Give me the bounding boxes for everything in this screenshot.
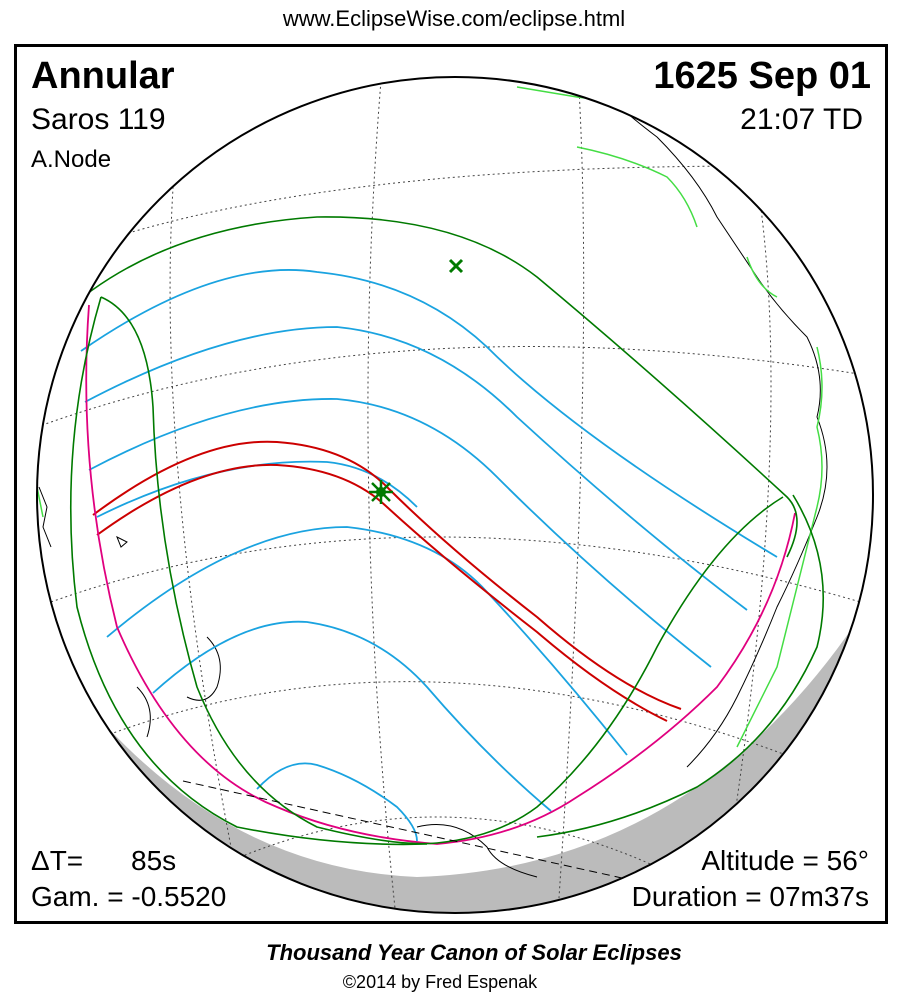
eclipse-type: Annular [31, 55, 175, 97]
duration-value: Duration = 07m37s [631, 881, 869, 912]
delta-t-value: 85s [131, 845, 177, 876]
globe-map [36, 76, 874, 914]
source-url[interactable]: www.EclipseWise.com/eclipse.html [282, 6, 626, 31]
globe-outline [36, 76, 874, 914]
eclipse-date: 1625 Sep 01 [653, 55, 871, 97]
copyright: ©2014 by Fred Espenak [342, 972, 538, 992]
globe-disc [37, 77, 873, 913]
penumbral-limits [58, 216, 825, 846]
eclipse-time: 21:07 TD [740, 103, 863, 136]
saros-number: Saros 119 [31, 103, 166, 136]
star-icon [369, 480, 393, 504]
canon-title: Thousand Year Canon of Solar Eclipses [266, 940, 682, 965]
graticule [37, 77, 873, 913]
partial-contours [80, 269, 778, 842]
node-label: A.Node [31, 146, 112, 173]
x-icon [448, 258, 464, 274]
rise-set-curve [85, 304, 796, 845]
altitude-value: Altitude = 56° [701, 845, 869, 876]
eclipse-map-frame: Annular 1625 Sep 01 Saros 119 21:07 TD A… [14, 44, 888, 924]
coastlines [38, 77, 828, 878]
delta-t-label: ΔT= [31, 845, 84, 876]
gamma-value: Gam. = -0.5520 [31, 881, 227, 912]
night-shade [37, 567, 873, 913]
coastlines-americas [37, 86, 823, 748]
